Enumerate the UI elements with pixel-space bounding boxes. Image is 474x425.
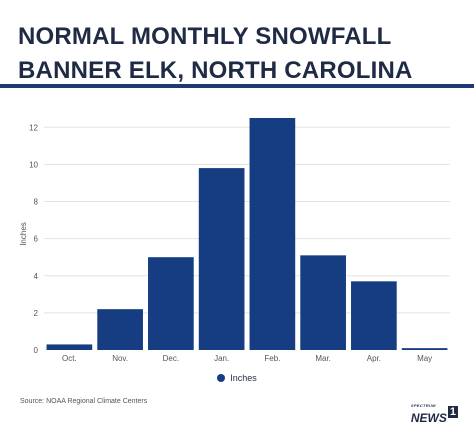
bar-nov: [97, 309, 143, 350]
bar-apr: [351, 281, 397, 350]
bar-jan: [198, 168, 245, 350]
logo-top-text: SPECTRUM: [410, 403, 436, 408]
x-tick-label: Mar.: [315, 354, 331, 363]
bar-mar: [300, 255, 346, 350]
title-line-2: BANNER ELK, NORTH CAROLINA: [18, 57, 413, 84]
y-axis-label: Inches: [19, 222, 28, 246]
x-tick-label: Jan.: [214, 354, 229, 363]
x-tick-label: May: [417, 354, 432, 363]
bar-may: [401, 348, 448, 350]
x-tick-label: Oct.: [62, 354, 77, 363]
y-tick-label: 0: [34, 346, 39, 355]
source-note: Source: NOAA Regional Climate Centers: [20, 398, 148, 405]
x-tick-label: Apr.: [367, 354, 381, 363]
legend-swatch: [217, 374, 226, 382]
chart-title: NORMAL MONTHLY SNOWFALL BANNER ELK, NORT…: [18, 20, 413, 88]
legend: Inches: [0, 373, 474, 383]
y-tick-label: 6: [34, 235, 39, 244]
x-tick-label: Feb.: [264, 354, 280, 363]
title-rule: [0, 84, 474, 88]
y-tick-label: 4: [34, 272, 39, 281]
bar-feb: [249, 118, 296, 350]
y-tick-label: 12: [29, 123, 38, 132]
logo-word: NEWS: [410, 411, 447, 425]
news-logo: SPECTRUM NEWS 1: [411, 400, 458, 424]
y-tick-label: 10: [29, 160, 38, 169]
x-tick-label: Nov.: [112, 354, 128, 363]
y-tick-label: 8: [34, 198, 39, 207]
title-line-1: NORMAL MONTHLY SNOWFALL: [18, 23, 392, 50]
legend-label: Inches: [230, 373, 257, 383]
x-tick-label: Dec.: [163, 354, 179, 363]
logo-number: 1: [447, 406, 458, 418]
bar-oct: [46, 344, 93, 350]
y-tick-label: 2: [34, 309, 39, 318]
snowfall-bar-chart: 0 2 4 6 8 10 12 Inches Oct. Nov. Dec. Jan. Feb. Mar. A…: [19, 118, 450, 363]
bar-dec: [148, 257, 194, 350]
